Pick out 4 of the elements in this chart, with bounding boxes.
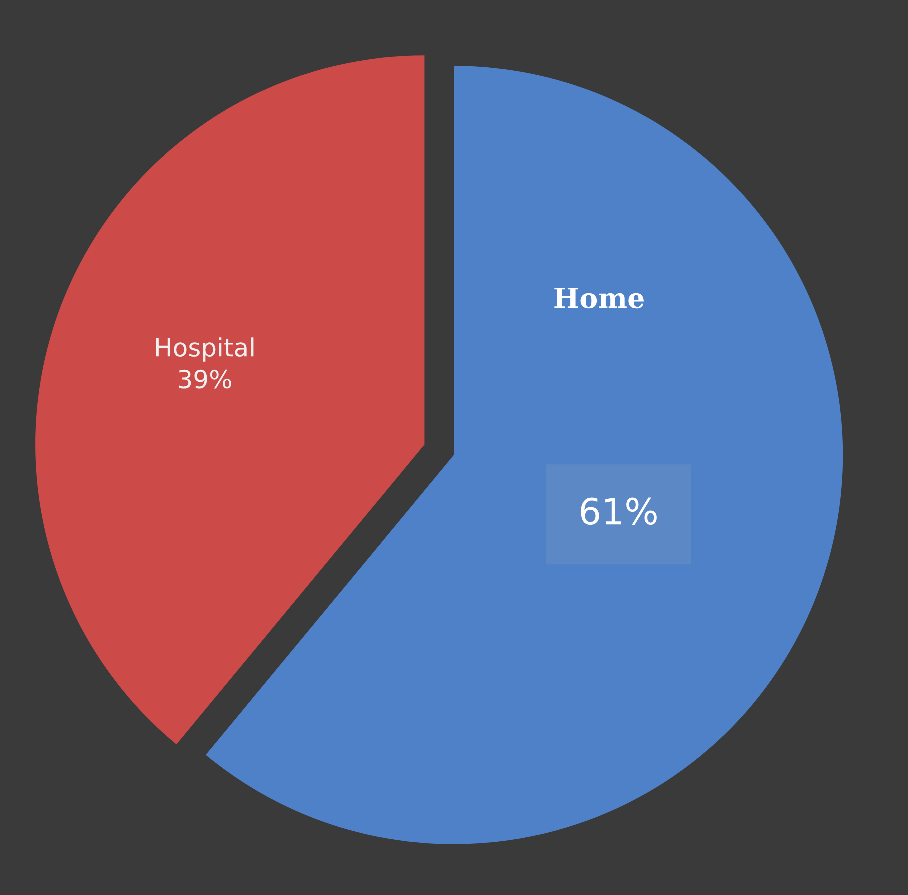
slice-label: Hospital — [156, 338, 254, 362]
slice-label: Home — [554, 288, 644, 309]
data-label: 39% — [179, 370, 232, 389]
data-label: 61% — [581, 498, 657, 526]
